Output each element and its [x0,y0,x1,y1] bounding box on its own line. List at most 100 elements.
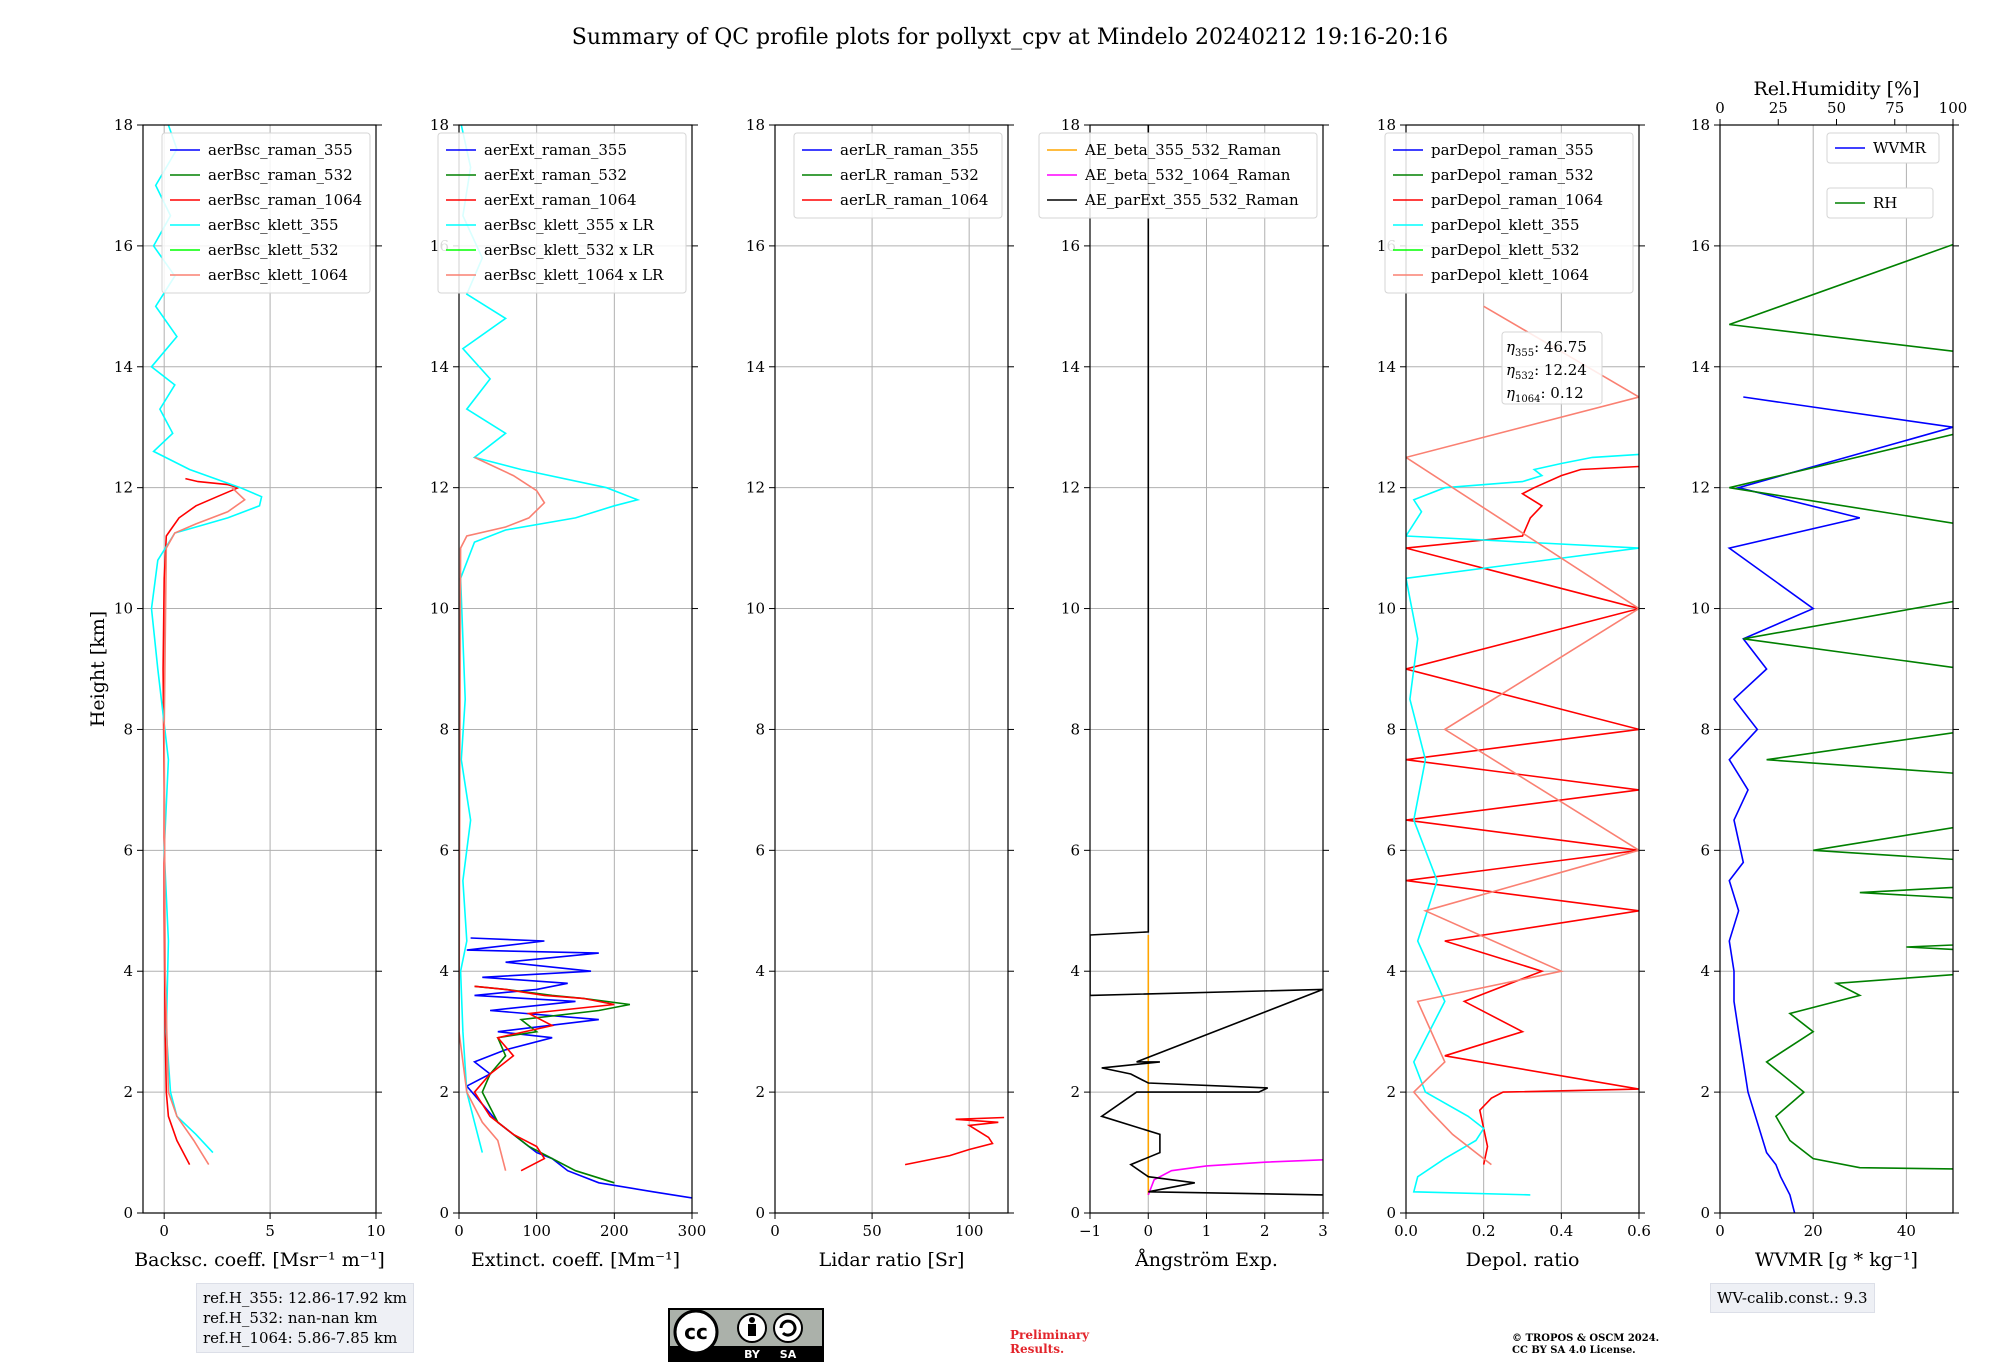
x-tick-label: 20 [1804,1222,1823,1240]
series-aerBsc_klett_1064 x LR [459,456,546,1171]
y-tick-label: 4 [1070,962,1080,980]
y-tick-label: 12 [430,479,449,497]
legend-label-aerBsc_raman_1064: aerBsc_raman_1064 [208,191,362,209]
series-group-ext [459,125,692,1199]
x-tick-label: 0 [454,1222,464,1240]
x-tick-label: 0.4 [1549,1222,1573,1240]
ref-height-355: ref.H_355: 12.86-17.92 km [203,1289,407,1307]
x-tick-label: 0.6 [1627,1222,1651,1240]
legend-label-parDepol_klett_355: parDepol_klett_355 [1431,216,1580,234]
top-x-tick-label: 0 [1715,99,1725,117]
y-tick-label: 8 [1386,720,1396,738]
top-x-tick-label: 100 [1939,99,1968,117]
y-tick-label: 0 [439,1204,449,1222]
wv-calibration-constant: WV-calib.const.: 9.3 [1717,1289,1868,1307]
ref-height-1064: ref.H_1064: 5.86-7.85 km [203,1329,398,1347]
legend-label-aerLR_raman_532: aerLR_raman_532 [840,166,979,184]
x-axis-label: Backsc. coeff. [Msr⁻¹ m⁻¹] [134,1249,385,1271]
x-tick-label: 5 [265,1222,275,1240]
series-group-ae [1090,125,1323,1196]
legend-box [1826,132,1940,164]
y-tick-label: 12 [114,479,133,497]
copyright-note: © TROPOS & OSCM 2024. CC BY SA 4.0 Licen… [1512,1333,1659,1357]
y-tick-label: 0 [1070,1204,1080,1222]
by-label: BY [744,1348,761,1361]
series-AE_parExt_355_532_Raman [1090,125,1323,1196]
y-tick-label: 12 [746,479,765,497]
x-tick-label: 300 [678,1222,707,1240]
top-x-tick-label: 25 [1769,99,1788,117]
legend-lr: aerLR_raman_355 aerLR_raman_532 aerLR_rama… [793,132,1003,219]
y-tick-label: 8 [1700,720,1710,738]
legend-label-aerBsc_klett_1064: aerBsc_klett_1064 [208,266,348,284]
figure-title: Summary of QC profile plots for pollyxt_… [572,25,1448,50]
sa-label: SA [780,1348,797,1361]
legend-label-WVMR: WVMR [1873,139,1927,157]
top-x-tick-label: 75 [1885,99,1904,117]
series-group-lr [904,1116,1005,1166]
y-tick-label: 6 [123,841,133,859]
y-tick-label: 10 [746,600,765,618]
x-tick-label: 3 [1318,1222,1328,1240]
y-tick-label: 18 [1061,116,1080,134]
legend-label-parDepol_raman_532: parDepol_raman_532 [1431,166,1594,184]
series-aerLR_raman_1064 [904,1116,1005,1166]
y-tick-label: 12 [1377,479,1396,497]
legend-label-aerBsc_klett_355: aerBsc_klett_355 [208,216,339,234]
series-aerBsc_klett_355 x LR [459,125,641,1153]
y-tick-label: 4 [123,962,133,980]
x-axis-label: Depol. ratio [1466,1249,1580,1271]
legend-depol: parDepol_raman_355 parDepol_raman_532 parD… [1384,132,1634,294]
legend-label-parDepol_klett_532: parDepol_klett_532 [1431,241,1580,259]
y-tick-label: 8 [439,720,449,738]
copyright-line-1: © TROPOS & OSCM 2024. [1512,1333,1660,1344]
axes-frame-ext [458,124,693,1214]
series-aerExt_raman_355 [465,937,692,1199]
y-tick-label: 10 [430,600,449,618]
x-axis-label: Extinct. coeff. [Mm⁻¹] [471,1249,680,1271]
y-tick-label: 8 [1070,720,1080,738]
series-WVMR [1727,396,1953,1213]
grid-wv [1719,124,1953,1214]
axes-frame-lr [774,124,1009,1214]
series-parDepol_klett_1064 [1406,305,1639,1166]
x-tick-label: 0 [770,1222,780,1240]
y-tick-label: 18 [114,116,133,134]
y-tick-label: 0 [1386,1204,1396,1222]
legend-label-AE_beta_355_532_Raman: AE_beta_355_532_Raman [1084,141,1281,159]
panel-lr: 0 50 100 0 2 4 6 8 10 12 14 16 18 Lidar ratio [Sr] aer… [746,116,1014,1271]
axes-frame-bsc [142,124,377,1214]
preliminary-results-note: Preliminary Results. [1010,1328,1089,1356]
x-axis-label: WVMR [g * kg⁻¹] [1755,1249,1918,1271]
series-AE_beta_532_1064_Raman [1147,1159,1323,1196]
legend-ext: aerExt_raman_355 aerExt_raman_532 aerExt_r… [437,132,687,294]
legend-label-aerBsc_raman_532: aerBsc_raman_532 [208,166,353,184]
y-tick-label: 8 [123,720,133,738]
legend-bsc: aerBsc_raman_355 aerBsc_raman_532 aerBsc_r… [161,132,371,294]
y-tick-label: 14 [746,358,765,376]
x-tick-label: 40 [1897,1222,1916,1240]
y-tick-label: 2 [1386,1083,1396,1101]
y-tick-label: 12 [1061,479,1080,497]
legend-box [161,132,371,294]
axes-frame-depol [1405,124,1640,1214]
ref-height-532: ref.H_532: nan-nan km [203,1309,378,1327]
y-tick-label: 12 [1691,479,1710,497]
y-tick-label: 18 [1691,116,1710,134]
series-aerExt_raman_1064 [473,985,615,1172]
legend-box [793,132,1003,219]
legend-wv-0: WVMR [1826,132,1940,164]
eta-532: η532: 12.24 [1506,361,1587,382]
y-tick-label: 14 [1377,358,1396,376]
y-tick-label: 14 [430,358,449,376]
y-tick-label: 14 [114,358,133,376]
y-tick-label: 6 [1700,841,1710,859]
y-tick-label: 0 [755,1204,765,1222]
legend-label-parDepol_raman_355: parDepol_raman_355 [1431,141,1594,159]
legend-label-aerExt_raman_355: aerExt_raman_355 [484,141,627,159]
x-tick-label: 100 [955,1222,984,1240]
y-tick-label: 14 [1061,358,1080,376]
top-x-tick-label: 50 [1827,99,1846,117]
wv-calibration-box: WV-calib.const.: 9.3 [1710,1283,1875,1313]
y-tick-label: 16 [114,237,133,255]
